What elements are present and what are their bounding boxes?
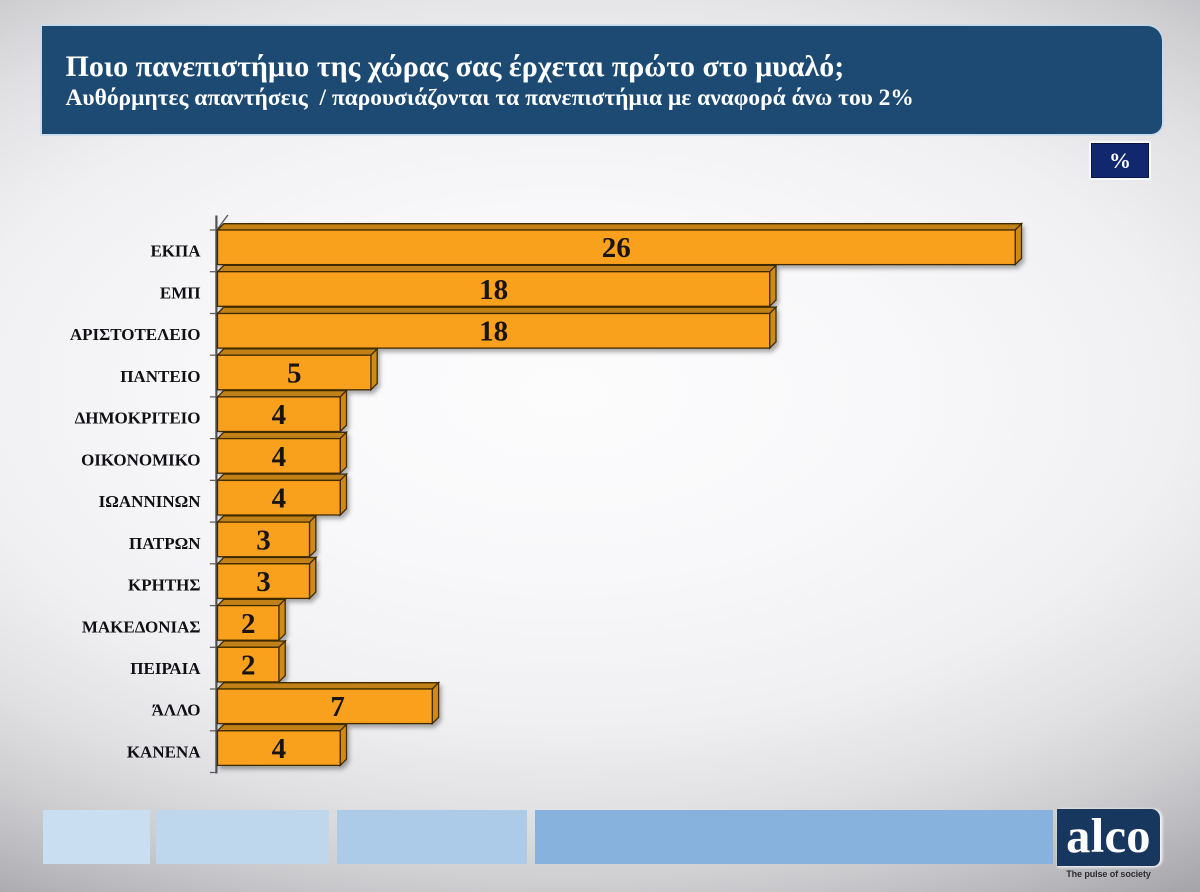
svg-text:2: 2 (241, 608, 256, 640)
svg-text:18: 18 (479, 316, 508, 348)
svg-text:2: 2 (241, 650, 256, 682)
svg-text:ΟΙΚΟΝΟΜΙΚΟ: ΟΙΚΟΝΟΜΙΚΟ (81, 450, 200, 469)
svg-text:ΚΑΝΕΝΑ: ΚΑΝΕΝΑ (127, 743, 201, 762)
svg-text:ΜΑΚΕΔΟΝΙΑΣ: ΜΑΚΕΔΟΝΙΑΣ (82, 617, 201, 636)
svg-text:4: 4 (272, 441, 287, 473)
svg-text:5: 5 (287, 357, 302, 389)
svg-text:4: 4 (272, 399, 287, 431)
svg-text:ΠΑΝΤΕΙΟ: ΠΑΝΤΕΙΟ (120, 367, 200, 386)
svg-text:3: 3 (256, 566, 271, 598)
svg-text:4: 4 (272, 733, 287, 765)
svg-text:ΚΡΗΤΗΣ: ΚΡΗΤΗΣ (128, 576, 201, 595)
svg-text:ΕΜΠ: ΕΜΠ (160, 283, 201, 302)
svg-text:ΑΡΙΣΤΟΤΕΛΕΙΟ: ΑΡΙΣΤΟΤΕΛΕΙΟ (70, 325, 201, 344)
svg-text:ΙΩΑΝΝΙΝΩΝ: ΙΩΑΝΝΙΝΩΝ (99, 492, 202, 511)
svg-text:ΠΕΙΡΑΙΑ: ΠΕΙΡΑΙΑ (130, 659, 201, 678)
svg-text:3: 3 (256, 524, 271, 556)
svg-text:4: 4 (272, 483, 287, 515)
svg-text:ΆΛΛΟ: ΆΛΛΟ (152, 701, 201, 720)
svg-text:26: 26 (602, 232, 631, 264)
svg-text:ΕΚΠΑ: ΕΚΠΑ (150, 242, 201, 261)
svg-text:18: 18 (479, 274, 508, 306)
svg-text:ΔΗΜΟΚΡΙΤΕΙΟ: ΔΗΜΟΚΡΙΤΕΙΟ (75, 409, 201, 428)
svg-text:ΠΑΤΡΩΝ: ΠΑΤΡΩΝ (129, 534, 201, 553)
svg-text:7: 7 (330, 691, 345, 723)
